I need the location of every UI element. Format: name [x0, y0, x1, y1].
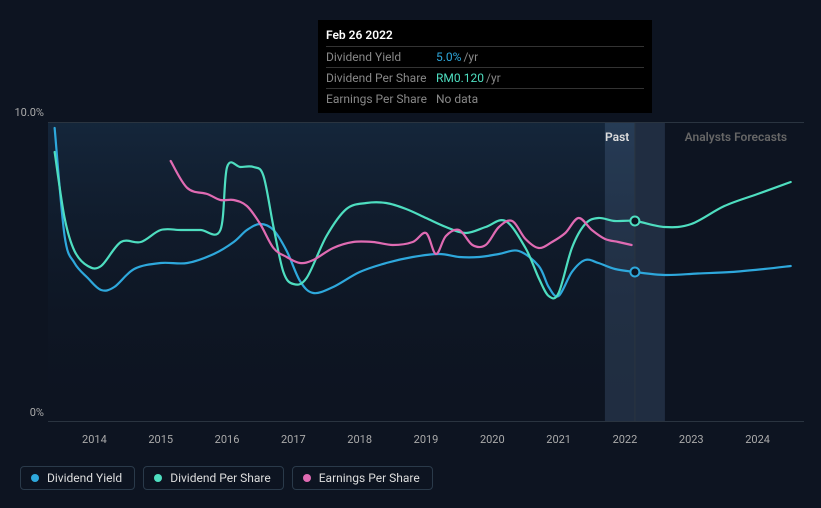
legend-item-earnings-per-share[interactable]: Earnings Per Share [292, 466, 433, 490]
legend-label: Dividend Per Share [170, 471, 271, 485]
y-axis-label-max: 10.0% [0, 106, 44, 119]
x-axis-tick: 2024 [745, 433, 770, 446]
tooltip-row: Dividend Per Share RM0.120/yr [326, 68, 644, 89]
chart-legend: Dividend Yield Dividend Per Share Earnin… [20, 466, 433, 490]
tooltip-row-value: 5.0%/yr [436, 47, 644, 68]
x-axis-tick: 2015 [148, 433, 173, 446]
legend-dot [154, 474, 162, 482]
legend-dot [303, 474, 311, 482]
tooltip-row: Earnings Per Share No data [326, 89, 644, 110]
tooltip-row-label: Earnings Per Share [326, 89, 436, 110]
x-axis-tick: 2014 [82, 433, 107, 446]
y-axis-label-min: 0% [0, 406, 44, 419]
x-axis-tick: 2016 [215, 433, 240, 446]
tooltip-row-value: No data [436, 89, 644, 110]
x-axis-tick: 2017 [281, 433, 306, 446]
chart-tooltip: Feb 26 2022 Dividend Yield 5.0%/yr Divid… [318, 20, 652, 113]
x-axis-tick: 2023 [679, 433, 704, 446]
dividend-chart[interactable]: 10.0% 0% Past Analysts Forecasts 2014 201… [0, 100, 821, 460]
x-axis-tick: 2018 [347, 433, 372, 446]
chart-svg [48, 122, 804, 422]
tooltip-row: Dividend Yield 5.0%/yr [326, 47, 644, 68]
plot-area[interactable]: Past Analysts Forecasts [48, 122, 804, 422]
past-label: Past [605, 130, 629, 144]
tooltip-date: Feb 26 2022 [326, 26, 644, 46]
legend-item-dividend-per-share[interactable]: Dividend Per Share [143, 466, 284, 490]
x-axis-tick: 2019 [414, 433, 439, 446]
legend-dot [31, 474, 39, 482]
tooltip-row-label: Dividend Per Share [326, 68, 436, 89]
forecast-label: Analysts Forecasts [685, 130, 787, 144]
legend-label: Earnings Per Share [319, 471, 420, 485]
tooltip-row-label: Dividend Yield [326, 47, 436, 68]
legend-label: Dividend Yield [47, 471, 122, 485]
x-axis-tick: 2021 [546, 433, 571, 446]
tooltip-row-value: RM0.120/yr [436, 68, 644, 89]
x-axis-tick: 2020 [480, 433, 505, 446]
x-axis-tick: 2022 [613, 433, 638, 446]
legend-item-dividend-yield[interactable]: Dividend Yield [20, 466, 135, 490]
tooltip-rows: Dividend Yield 5.0%/yr Dividend Per Shar… [326, 46, 644, 109]
